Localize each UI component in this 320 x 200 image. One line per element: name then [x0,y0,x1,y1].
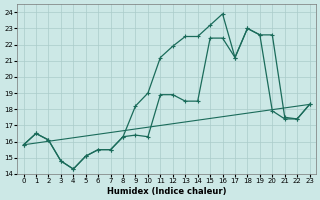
X-axis label: Humidex (Indice chaleur): Humidex (Indice chaleur) [107,187,226,196]
